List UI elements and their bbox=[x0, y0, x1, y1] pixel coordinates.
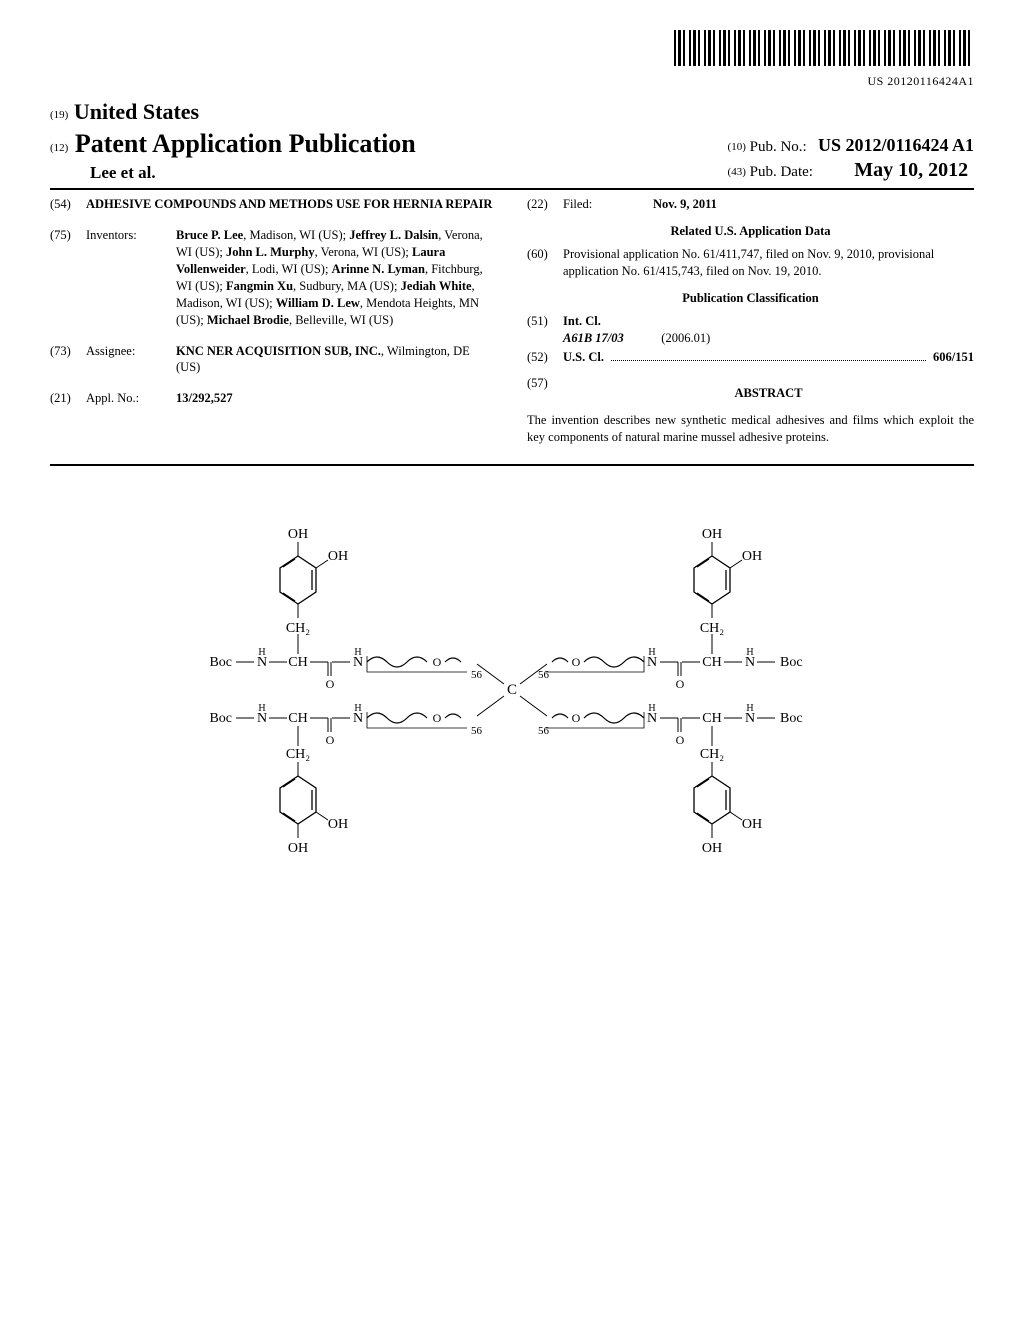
title-code: (54) bbox=[50, 196, 86, 213]
inventor-loc: , Belleville, WI (US) bbox=[289, 313, 393, 327]
doc-type: Patent Application Publication bbox=[75, 129, 416, 158]
applno-code: (21) bbox=[50, 390, 86, 407]
class-head: Publication Classification bbox=[527, 290, 974, 307]
pubdate-label: Pub. Date: bbox=[750, 164, 813, 180]
uscl-val: 606/151 bbox=[933, 349, 974, 366]
inventors-label: Inventors: bbox=[86, 227, 176, 328]
prov-code: (60) bbox=[527, 246, 563, 280]
inventors-list: Bruce P. Lee, Madison, WI (US); Jeffrey … bbox=[176, 227, 497, 328]
inventor-name: Jediah White bbox=[401, 279, 472, 293]
svg-text:C: C bbox=[507, 682, 517, 698]
pubno-code: (10) bbox=[728, 141, 746, 153]
country-code: (19) bbox=[50, 109, 68, 121]
invention-title: ADHESIVE COMPOUNDS AND METHODS USE FOR H… bbox=[86, 196, 497, 213]
inventor-name: Michael Brodie bbox=[207, 313, 289, 327]
assignee-code: (73) bbox=[50, 343, 86, 377]
inventor-loc: , Sudbury, MA (US); bbox=[293, 279, 401, 293]
filed-code: (22) bbox=[527, 196, 563, 213]
chemical-structure-figure: OH OH CH₂ OH OH CH₂ Boc N H CH bbox=[50, 494, 974, 939]
header-left: (19) United States (12) Patent Applicati… bbox=[50, 97, 416, 185]
pubno-label: Pub. No.: bbox=[750, 139, 807, 155]
biblio-columns: (54) ADHESIVE COMPOUNDS AND METHODS USE … bbox=[50, 196, 974, 466]
assignee-val: KNC NER ACQUISITION SUB, INC., Wilmingto… bbox=[176, 343, 497, 377]
pubno: US 2012/0116424 A1 bbox=[818, 135, 974, 155]
pubdate: May 10, 2012 bbox=[854, 159, 968, 181]
abstract-text: The invention describes new synthetic me… bbox=[527, 412, 974, 446]
inventor-name: John L. Murphy bbox=[226, 245, 315, 259]
author-line: Lee et al. bbox=[90, 162, 416, 185]
inventor-name: Arinne N. Lyman bbox=[332, 262, 425, 276]
abstract-head: ABSTRACT bbox=[563, 385, 974, 402]
barcode-text: US 20120116424A1 bbox=[50, 73, 974, 89]
prov-text: Provisional application No. 61/411,747, … bbox=[563, 246, 974, 280]
intcl-year: (2006.01) bbox=[661, 331, 710, 345]
header-right: (10) Pub. No.: US 2012/0116424 A1 (43) P… bbox=[728, 133, 974, 184]
left-column: (54) ADHESIVE COMPOUNDS AND METHODS USE … bbox=[50, 196, 497, 446]
pubdate-code: (43) bbox=[728, 166, 746, 178]
related-head: Related U.S. Application Data bbox=[527, 223, 974, 240]
inventor-loc: , Madison, WI (US); bbox=[243, 228, 349, 242]
barcode-block: US 20120116424A1 bbox=[50, 30, 974, 89]
inventors-code: (75) bbox=[50, 227, 86, 328]
country: United States bbox=[74, 99, 199, 124]
inventor-loc: , Lodi, WI (US); bbox=[246, 262, 332, 276]
abstract-code: (57) bbox=[527, 375, 563, 402]
assignee-label: Assignee: bbox=[86, 343, 176, 377]
right-column: (22) Filed: Nov. 9, 2011 Related U.S. Ap… bbox=[527, 196, 974, 446]
inventor-loc: , Verona, WI (US); bbox=[315, 245, 412, 259]
intcl-val: A61B 17/03 bbox=[563, 331, 624, 345]
applno: 13/292,527 bbox=[176, 391, 233, 405]
inventor-name: William D. Lew bbox=[276, 296, 360, 310]
header-row: (19) United States (12) Patent Applicati… bbox=[50, 97, 974, 191]
inventor-name: Jeffrey L. Dalsin bbox=[349, 228, 438, 242]
uscl-label: U.S. Cl. bbox=[563, 349, 604, 366]
applno-label: Appl. No.: bbox=[86, 390, 176, 407]
inventor-name: Bruce P. Lee bbox=[176, 228, 243, 242]
intcl-label: Int. Cl. bbox=[563, 314, 601, 328]
barcode-graphic bbox=[674, 30, 974, 66]
dot-leader bbox=[611, 350, 926, 361]
filed-date: Nov. 9, 2011 bbox=[653, 197, 717, 211]
filed-label: Filed: bbox=[563, 196, 653, 213]
assignee-name: KNC NER ACQUISITION SUB, INC. bbox=[176, 344, 381, 358]
doc-type-code: (12) bbox=[50, 142, 68, 154]
intcl-code: (51) bbox=[527, 313, 563, 347]
uscl-code: (52) bbox=[527, 349, 563, 366]
inventor-name: Fangmin Xu bbox=[226, 279, 293, 293]
